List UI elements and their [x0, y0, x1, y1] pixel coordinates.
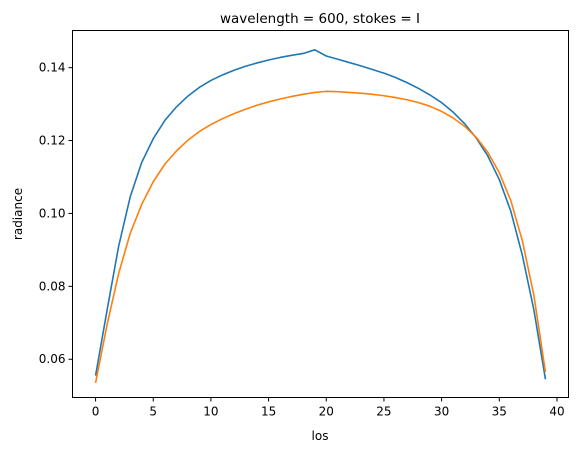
x-tick-label: 0: [92, 405, 100, 419]
y-tick-label: 0.10: [39, 206, 66, 220]
plot-area: [94, 49, 547, 384]
y-tick-label: 0.08: [39, 279, 66, 293]
x-axis: 0 5 10 15 20 25 30 35 40: [92, 397, 565, 419]
x-tick-label: 15: [261, 405, 276, 419]
x-tick-label: 25: [376, 405, 391, 419]
x-axis-label: los: [312, 429, 329, 443]
y-tick-label: 0.06: [39, 352, 66, 366]
y-axis: 0.06 0.08 0.10 0.12 0.14: [39, 61, 73, 366]
x-tick-label: 20: [319, 405, 334, 419]
x-tick-label: 5: [149, 405, 157, 419]
x-tick-label: 10: [203, 405, 218, 419]
chart-title: wavelength = 600, stokes = I: [220, 11, 420, 27]
x-tick-label: 35: [492, 405, 507, 419]
y-tick-label: 0.12: [39, 134, 66, 148]
x-tick-label: 40: [549, 405, 564, 419]
y-axis-label: radiance: [11, 188, 25, 240]
series-line-1: [94, 49, 547, 380]
x-tick-label: 30: [434, 405, 449, 419]
series-line-2: [94, 90, 547, 384]
axes-frame: [72, 30, 569, 398]
y-tick-label: 0.14: [39, 61, 66, 75]
